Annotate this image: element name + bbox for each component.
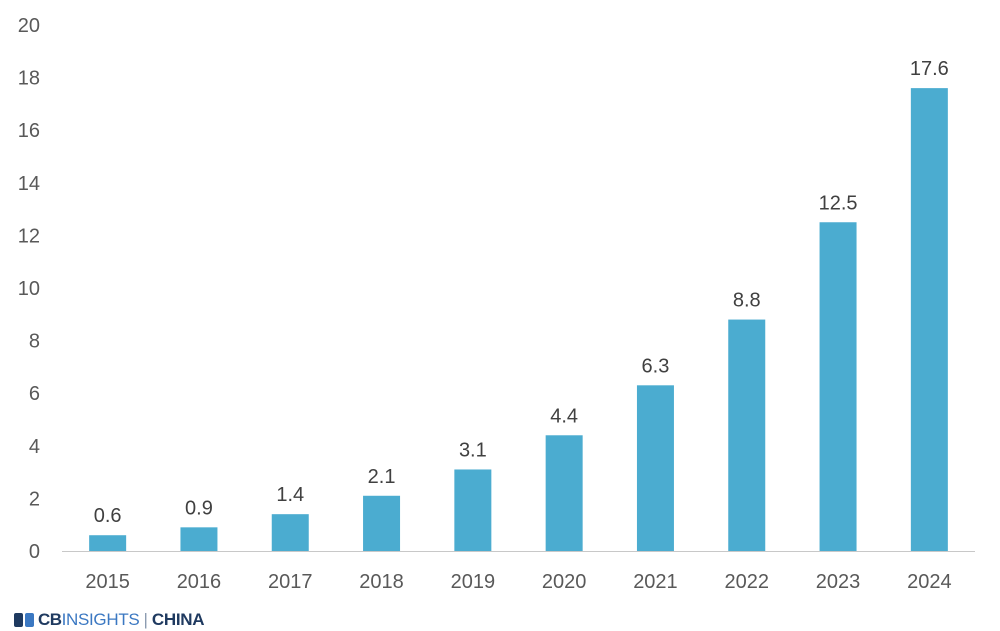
logo-brand: CB	[38, 610, 62, 629]
bar	[454, 469, 492, 551]
bar	[545, 435, 583, 551]
y-tick-label: 6	[29, 383, 40, 405]
logo-product: INSIGHTS	[61, 610, 140, 629]
cb-logo-mark-icon	[14, 613, 34, 627]
logo-region: CHINA	[151, 610, 205, 629]
data-label: 1.4	[276, 484, 304, 506]
x-tick-label: 2015	[85, 571, 130, 593]
y-tick-label: 10	[18, 278, 40, 300]
bar	[636, 385, 674, 551]
x-tick-label: 2023	[816, 571, 861, 593]
logo-separator: |	[143, 610, 148, 629]
y-tick-label: 0	[29, 541, 40, 563]
x-tick-label: 2019	[451, 571, 496, 593]
data-label: 4.4	[550, 405, 578, 427]
x-tick-label: 2020	[542, 571, 587, 593]
x-tick-label: 2018	[359, 571, 404, 593]
bar-chart: 0 2 4 6 8 10 12 14 16 18 20 0.6 2015 0.9 2016 1.4 2017 2.…	[18, 15, 975, 593]
bar	[819, 222, 857, 551]
y-tick-label: 12	[18, 225, 40, 247]
bar	[89, 535, 127, 551]
y-tick-label: 4	[29, 436, 40, 458]
bar	[910, 88, 948, 552]
data-label: 0.9	[185, 497, 213, 519]
bar	[180, 527, 218, 551]
data-label: 0.6	[94, 505, 122, 527]
data-label: 6.3	[642, 355, 670, 377]
x-tick-label: 2017	[268, 571, 313, 593]
y-tick-label: 20	[18, 15, 40, 37]
cb-insights-logo: CB INSIGHTS | CHINA	[14, 609, 205, 631]
y-tick-label: 8	[29, 331, 40, 353]
bar	[363, 495, 401, 551]
y-tick-label: 18	[18, 68, 40, 90]
data-label: 8.8	[733, 290, 761, 312]
data-label: 3.1	[459, 439, 487, 461]
chart-svg: 0 2 4 6 8 10 12 14 16 18 20 0.6 2015 0.9 2016 1.4 2017 2.…	[18, 15, 975, 593]
bar	[271, 514, 309, 551]
data-label: 2.1	[368, 466, 396, 488]
x-tick-label: 2022	[725, 571, 770, 593]
x-tick-label: 2016	[177, 571, 222, 593]
x-tick-label: 2021	[633, 571, 678, 593]
y-tick-label: 14	[18, 173, 40, 195]
y-tick-label: 2	[29, 488, 40, 510]
y-tick-label: 16	[18, 120, 40, 142]
x-tick-label: 2024	[907, 571, 952, 593]
bar	[728, 319, 766, 551]
data-label: 12.5	[819, 192, 858, 214]
data-label: 17.6	[910, 58, 949, 80]
